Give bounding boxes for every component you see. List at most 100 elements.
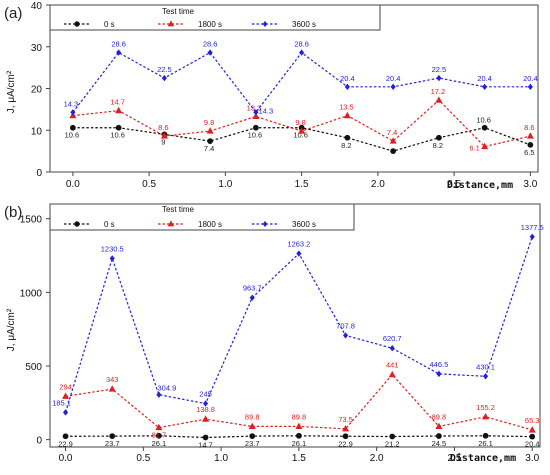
panel-a-y-tick-label: 30 — [31, 43, 43, 54]
panel-b-y-ticks: 0 500 1000 1500 — [20, 215, 50, 447]
panel-b-data-label: 343 — [106, 375, 119, 384]
panel-b-x-axis-label: Distance,mm — [450, 452, 516, 464]
panel-b-data-point — [482, 373, 489, 380]
panel-b-data-label: 1377.5 — [521, 223, 544, 232]
panel-b-data-point — [109, 255, 115, 262]
panel-b-data-point — [389, 345, 395, 352]
panel-a-data-point — [481, 124, 488, 131]
panel-a-legend-label: 3600 s — [292, 20, 316, 29]
panel-a-data-label: 10.6 — [65, 131, 80, 140]
panel-b-legend-marker — [167, 220, 175, 227]
panel-b-data-point — [108, 385, 116, 392]
panel-b-data-point — [202, 415, 210, 422]
panel-a-data-point — [161, 74, 167, 82]
panel-b-legend-title: Test time — [162, 205, 195, 214]
panel-b-label: (b) — [4, 204, 22, 221]
panel-a-data-label: 6.1 — [469, 144, 479, 153]
panel-b-x-ticks: 0.0 0.5 1.0 1.5 2.0 2.5 3.0 — [59, 447, 540, 464]
panel-b-data-label: 21.2 — [385, 440, 400, 449]
panel-a-data-label: 17.2 — [431, 87, 446, 96]
panel-b-data-point — [109, 433, 116, 440]
panel-a-x-tick-label: 0.0 — [66, 179, 80, 190]
panel-b-data-point — [156, 432, 162, 439]
panel-a-data-point — [436, 74, 442, 82]
panel-b-data-point — [529, 433, 536, 440]
panel-a-series: 10.6 10.6 9 7.4 10.6 10.6 8.2 8.2 10.6 6.5 14.7 8.6… — [64, 40, 538, 157]
panel-a-data-label: 13.3 — [247, 103, 262, 112]
panel-a-data-point — [527, 83, 533, 91]
panel-b-y-tick-label: 500 — [25, 362, 42, 373]
panel-a-data-point — [481, 142, 489, 150]
panel-a-legend-marker — [74, 21, 80, 27]
panel-b-data-point — [435, 422, 443, 429]
panel-a-legend-marker — [167, 20, 175, 27]
panel-b-data-point — [389, 433, 396, 440]
panel-a-data-point — [435, 134, 442, 141]
panel-b-data-label: 294 — [59, 382, 72, 391]
panel-a-data-point — [299, 49, 305, 56]
panel-b-x-tick-label: 2.0 — [370, 453, 384, 464]
panel-b-legend-marker — [74, 221, 80, 227]
panel-b-data-label: 963.7 — [243, 284, 262, 293]
panel-a-data-label: 10.6 — [110, 131, 125, 140]
panel-a-data-point — [207, 49, 213, 56]
panel-a-data-point — [526, 132, 534, 139]
panel-b-data-point — [388, 370, 396, 378]
panel-a-data-point — [207, 138, 214, 144]
panel-a-data-point — [527, 141, 534, 148]
panel-b-data-point — [342, 424, 350, 432]
panel-a-data-point — [390, 83, 396, 91]
panel-a-data-label: 22.5 — [432, 65, 447, 74]
panel-b-data-label: 185.1 — [52, 398, 71, 407]
panel-a-x-tick-label: 3.0 — [523, 179, 537, 190]
panel-b-legend-label: 1800 s — [198, 220, 222, 229]
panel-a-data-label: 28.6 — [294, 40, 309, 49]
panel-a-data-point — [298, 127, 306, 134]
panel-a-legend-items: 0 s 1800 s 3600 s — [64, 20, 316, 29]
panel-b-data-point — [156, 391, 162, 398]
panel-a-y-axis-label: J, μA/cm² — [6, 70, 17, 113]
panel-b-data-point — [249, 433, 256, 440]
panel-a-y-ticks: 0 10 20 30 40 — [31, 1, 50, 179]
panel-b-data-label: 26.1 — [152, 439, 167, 448]
panel-b-data-point — [436, 433, 442, 439]
panel-a-data-point — [206, 127, 214, 134]
panel-a-data-point — [116, 49, 122, 56]
panel-b-legend-label: 3600 s — [292, 220, 316, 229]
panel-b-data-point — [62, 409, 69, 416]
panel-a-data-point — [253, 109, 259, 116]
panel-a-data-label: 8.6 — [158, 123, 168, 132]
panel-a-data-label: 7.4 — [204, 144, 214, 153]
panel-b-data-point — [482, 432, 489, 439]
panel-a-data-label: 22.5 — [157, 65, 172, 74]
panel-a-data-label: 20.4 — [523, 74, 538, 83]
panel-b-legend-label: 0 s — [104, 220, 115, 229]
panel-b-legend-box — [49, 203, 355, 231]
panel-b-data-label: 24.5 — [432, 439, 447, 448]
panel-a-data-label: 7.4 — [387, 128, 397, 137]
panel-b-data-point — [295, 422, 303, 429]
panel-b-y-tick-label: 1500 — [20, 215, 43, 226]
panel-a-data-point — [252, 112, 260, 120]
panel-a-data-label: 20.4 — [386, 74, 401, 83]
panel-b-x-tick-label: 3.0 — [525, 453, 539, 464]
panel-b-data-label: 707.8 — [336, 321, 355, 330]
panel-b-data-point — [296, 432, 302, 439]
panel-b-data-label: 65.3 — [525, 416, 540, 425]
panel-b-y-tick-label: 1000 — [20, 288, 43, 299]
panel-a-data-label: 14.3 — [259, 106, 274, 115]
panel-a-x-axis-label: Distance,mm — [447, 179, 513, 191]
panel-b-data-label: 1230.5 — [101, 244, 124, 253]
panel-b-y-tick-label: 0 — [36, 436, 42, 447]
panel-a-legend-box — [49, 4, 381, 31]
panel-a-data-label: 6.5 — [524, 148, 534, 157]
panel-a-data-label: 20.4 — [477, 74, 492, 83]
panel-b-data-label: 22.9 — [338, 439, 353, 448]
panel-b-data-point — [202, 434, 209, 441]
panel-a-label: (a) — [4, 5, 22, 22]
panel-b-data-label: 14.7 — [198, 440, 213, 449]
panel-a-y-tick-label: 40 — [31, 1, 43, 12]
panel-a-data-point — [390, 148, 397, 155]
panel-b-series: 22.9 23.7 26.1 14.7 23.7 26.1 22.9 21.2 24.5 26.1… — [52, 223, 544, 450]
panel-a-data-label: 8.6 — [524, 123, 534, 132]
